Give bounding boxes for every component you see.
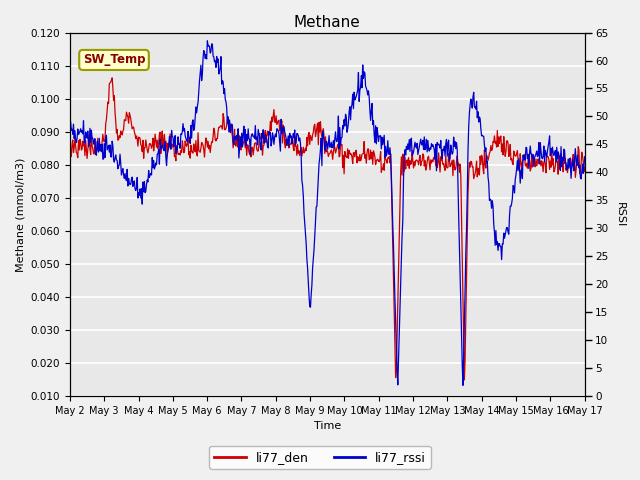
- Y-axis label: Methane (mmol/m3): Methane (mmol/m3): [15, 157, 25, 272]
- Title: Methane: Methane: [294, 15, 361, 30]
- Legend: li77_den, li77_rssi: li77_den, li77_rssi: [209, 446, 431, 469]
- Text: SW_Temp: SW_Temp: [83, 53, 145, 66]
- Y-axis label: RSSI: RSSI: [615, 202, 625, 227]
- X-axis label: Time: Time: [314, 421, 341, 432]
